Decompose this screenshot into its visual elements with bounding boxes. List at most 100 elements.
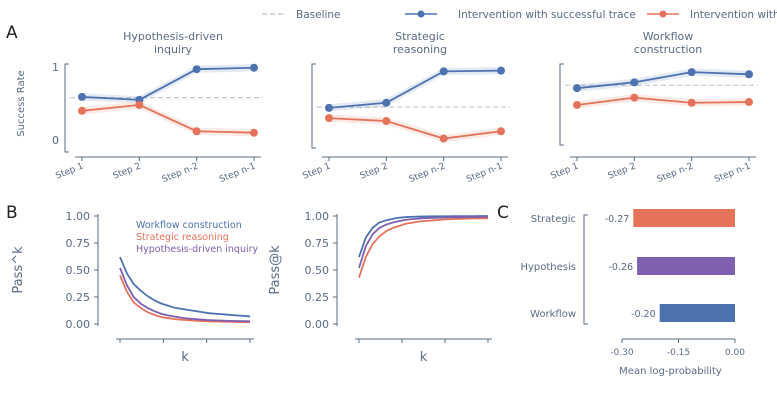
panel-letter-b: B [6,203,18,223]
y-axis-spine [583,214,588,325]
y-tick-label: Hypothesis [520,262,576,273]
panel-a-title-1: Hypothesis-driven [123,30,223,43]
legend-failed-label: Intervention with failed trace [690,9,777,21]
x-tick-label: Step 1 [549,162,580,182]
x-tick-label: Step 2 [112,162,143,182]
bar-value-label: -0.26 [608,262,633,273]
data-point [382,98,391,107]
series-band [329,67,501,112]
data-point [630,93,639,102]
y-tick-label: 1 [52,61,59,74]
series-band [577,94,749,109]
series-line [358,215,488,258]
series-band [329,114,501,143]
bar [633,209,735,227]
x-axis-label: k [181,350,189,365]
x-axis-label: Mean log-probability [619,366,722,377]
bar [659,304,735,322]
bar-value-label: -0.27 [605,214,630,225]
legend-baseline-label: Baseline [296,9,341,21]
data-point [497,127,505,136]
y-tick-label: Strategic [531,214,576,225]
y-axis-label: Success Rate [16,70,27,136]
legend-failed-marker [659,10,667,18]
y-tick-label: 1.00 [305,210,330,223]
data-point [687,98,696,107]
data-point [439,67,448,76]
series-line [358,215,488,269]
data-point [573,84,581,93]
series-line [328,117,502,140]
data-point [382,117,391,126]
legend-entry: Workflow construction [136,220,242,231]
x-tick-label: Step n-1 [465,162,504,186]
y-tick-label: 0.75 [305,237,330,250]
y-tick-label: 0 [52,134,59,147]
y-tick-label: 1.00 [66,210,91,223]
data-point [497,66,505,75]
series-line [81,104,255,134]
data-point [135,100,144,109]
data-point [745,70,753,79]
y-axis-label: Pass^k [11,246,26,294]
legend-success-marker [417,10,425,18]
x-tick-label: Step n-2 [656,162,695,186]
panel-letter-c: C [497,203,509,223]
panel-letter-a: A [6,23,18,43]
panel-a-title-2: reasoning [393,43,447,56]
panel-a-title-3: construction [634,43,702,56]
series-line [119,267,251,323]
data-point [325,103,333,112]
legend: Baseline Intervention with successful tr… [262,9,777,21]
y-tick-label: 0.50 [66,264,91,277]
y-tick-label: 0.50 [305,264,330,277]
series-line [81,66,255,101]
legend-entry: Hypothesis-driven inquiry [136,244,259,255]
y-axis-spine [311,63,316,149]
x-tick-label: Step n-1 [713,162,752,186]
x-tick-label: Step n-2 [408,162,447,186]
data-point [630,78,639,87]
legend-success-label: Intervention with successful trace [458,9,636,21]
x-tick-label: 0.00 [725,348,745,358]
data-point [250,63,258,72]
series-line [576,96,750,106]
y-tick-label: 0.00 [305,318,330,331]
series-line [119,275,251,324]
data-point [192,127,201,136]
x-tick-label: Step 1 [54,162,85,182]
y-tick-label: Workflow [530,309,576,320]
series-line [358,217,489,278]
data-point [192,65,201,74]
x-tick-label: Step 1 [301,162,332,182]
x-tick-label: Step n-2 [161,162,200,186]
panel-b-plot-1: 0.00 0.25 0.50 0.75 1.00 Pass^k k Workflow cons… [11,210,259,365]
x-axis-label: k [420,350,428,365]
data-point [439,134,448,143]
data-point [325,114,333,123]
y-tick-label: 0.25 [66,291,91,304]
series-line [576,71,750,90]
y-tick-label: 0.00 [66,318,91,331]
data-point [687,68,696,77]
panel-c-plot: Strategic -0.27 Hypothesis -0.26 Workflow -0.… [520,209,745,377]
series-band [577,68,749,92]
panel-b-plot-2: 0.00 0.25 0.50 0.75 1.00 Pass@k k [268,210,492,365]
x-tick-label: -0.30 [610,348,634,358]
data-point [745,98,753,107]
x-tick-label: Step 2 [359,162,390,182]
panel-a-title-1: inquiry [154,43,193,56]
data-point [78,106,86,115]
data-point [78,92,86,101]
series-line [328,69,502,109]
x-tick-label: Step 2 [607,162,638,182]
data-point [250,128,258,137]
bar-value-label: -0.20 [631,309,656,320]
y-tick-label: 0.75 [66,237,91,250]
x-tick-label: -0.15 [667,348,690,358]
bar [637,257,735,275]
